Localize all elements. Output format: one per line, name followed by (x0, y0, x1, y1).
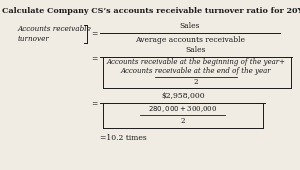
Text: 2: 2 (181, 117, 185, 125)
Text: $2,958,000: $2,958,000 (161, 92, 205, 100)
Text: Sales: Sales (186, 46, 206, 54)
Text: Accounts receivable at the end of the year: Accounts receivable at the end of the ye… (121, 67, 271, 75)
Text: =: = (91, 55, 98, 63)
Text: turnover: turnover (18, 35, 50, 43)
Text: $280,000+$300,000: $280,000+$300,000 (148, 104, 218, 114)
Text: Calculate Company CS’s accounts receivable turnover ratio for 20Y1.: Calculate Company CS’s accounts receivab… (2, 7, 300, 15)
Text: Average accounts receivable: Average accounts receivable (135, 36, 245, 44)
Text: =: = (91, 30, 98, 38)
Text: =10.2 times: =10.2 times (100, 134, 147, 142)
Text: Sales: Sales (180, 22, 200, 30)
Text: =: = (91, 100, 98, 108)
Text: 2: 2 (194, 78, 198, 86)
Text: Accounts receivable: Accounts receivable (18, 25, 92, 33)
Text: Accounts receivable at the beginning of the year+: Accounts receivable at the beginning of … (106, 58, 286, 66)
